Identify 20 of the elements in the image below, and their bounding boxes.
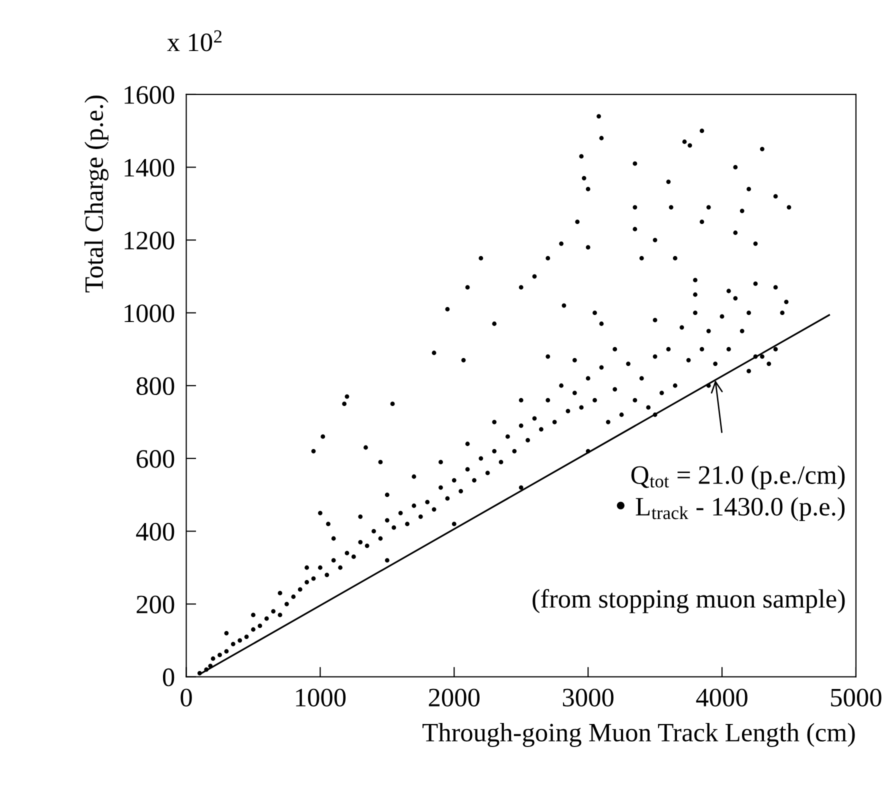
y-tick-label: 1600 <box>124 86 174 104</box>
annotation: (from stopping muon sample) <box>532 588 845 614</box>
x-tick-label: 3000 <box>562 688 614 706</box>
y-tick-label: 1200 <box>124 232 174 250</box>
y-tick-label: 600 <box>136 450 174 468</box>
y-tick-label: 200 <box>136 596 174 614</box>
x-tick-label: 1000 <box>296 688 346 706</box>
annotation: Q$_{tot}$ = 21.0 (p.e./cm) • L$_{track}$ - 1430.0 (p.e.) <box>616 465 845 521</box>
y-tick-label: 400 <box>136 522 174 541</box>
x-axis-title: Through-going Muon Track Length (cm) <box>422 722 855 747</box>
y-tick-label: 1400 <box>124 158 174 177</box>
y-tick-label: 800 <box>136 377 174 396</box>
y-tick-label: 1000 <box>124 304 174 322</box>
x-tick-label: 5000 <box>831 688 882 706</box>
y-tick-label: 0 <box>162 668 174 686</box>
y-axis-title: Total Charge (p.e.) <box>84 96 108 292</box>
x-tick-label: 4000 <box>696 688 748 706</box>
x-tick-label: 0 <box>180 688 192 706</box>
text: x 10$^{2}$ <box>167 30 222 52</box>
x-tick-label: 2000 <box>428 688 480 706</box>
